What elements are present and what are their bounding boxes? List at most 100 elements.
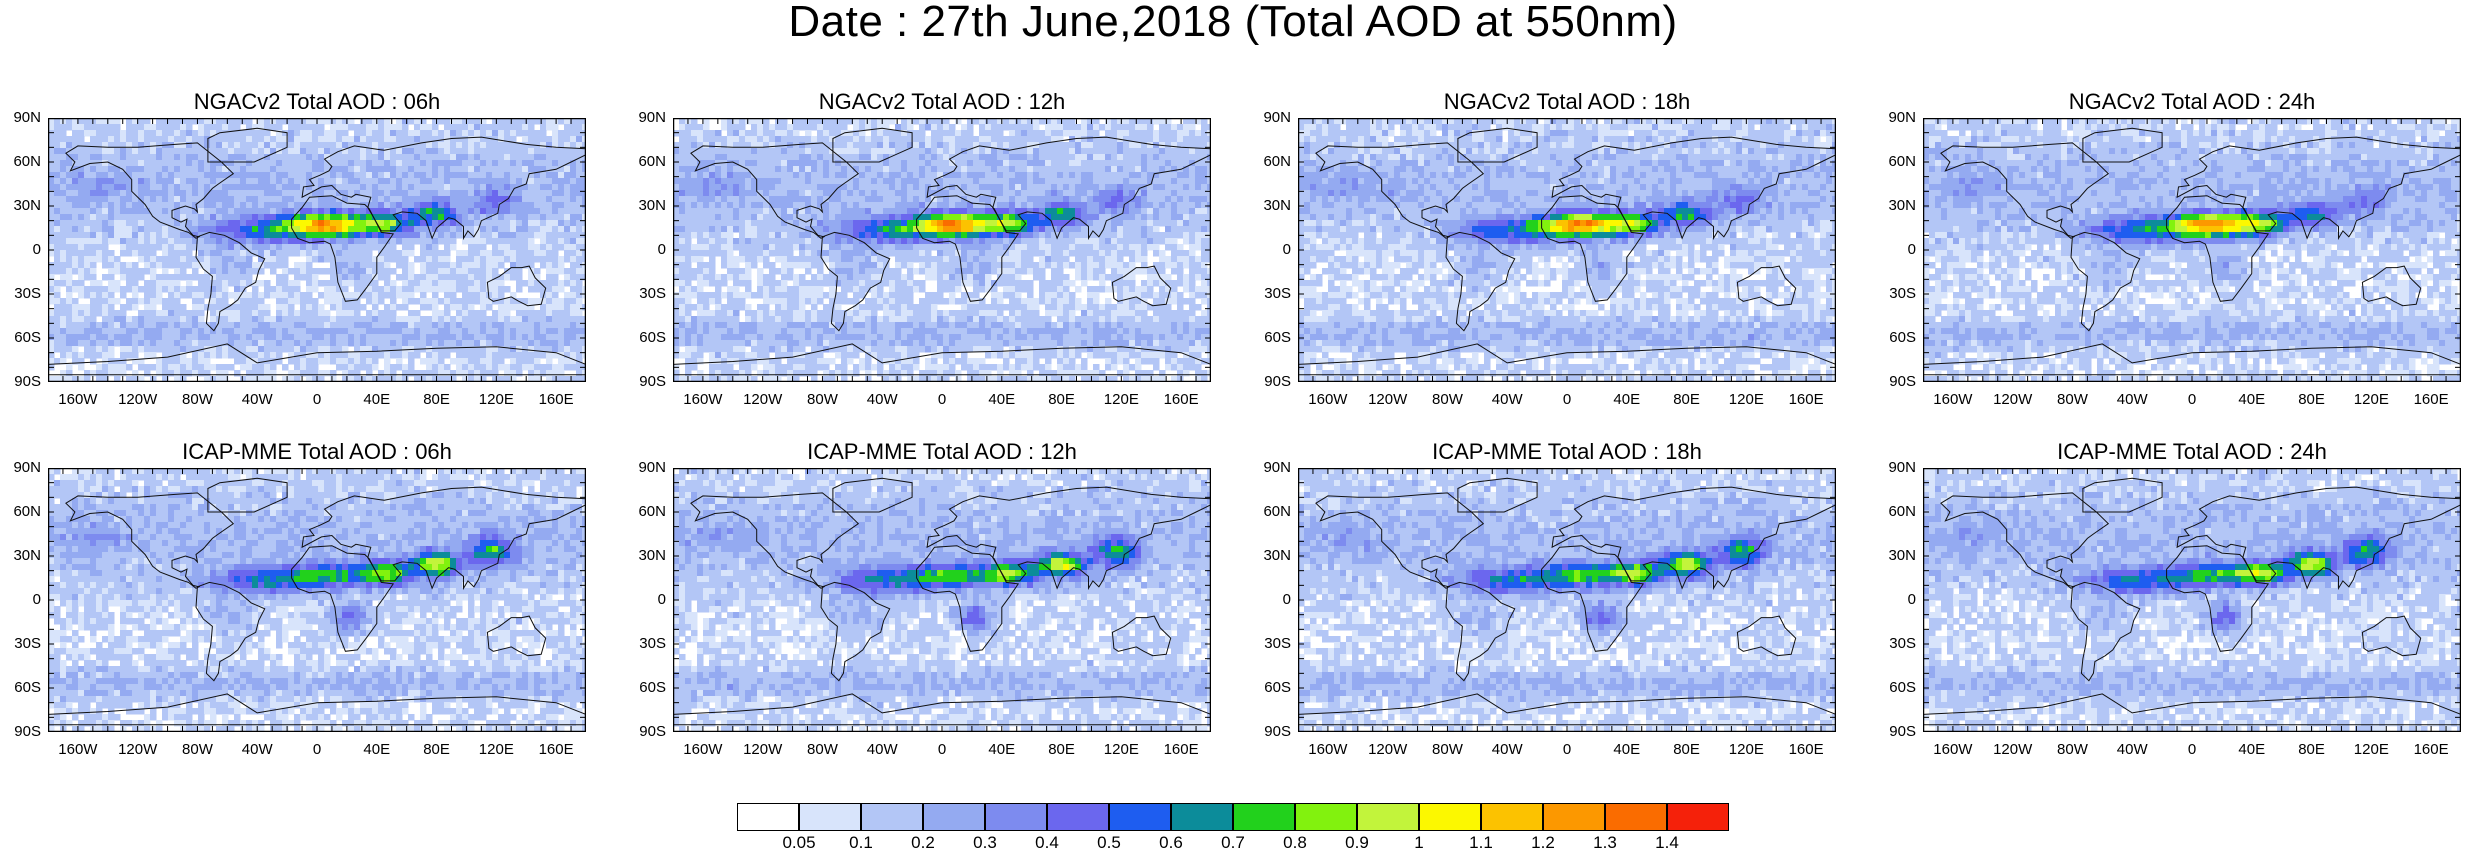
lat-tick-label: 60S bbox=[1253, 330, 1291, 346]
lat-tick-label: 30N bbox=[628, 548, 666, 564]
lon-tick-label: 40E bbox=[352, 392, 402, 408]
map-panel: NGACv2 Total AOD : 24h 90N 60N 30N 0 30S 60S 90… bbox=[1878, 90, 2466, 420]
lat-tick-label: 60S bbox=[628, 680, 666, 696]
lat-tick-label: 60N bbox=[3, 154, 41, 170]
lat-tick-label: 60S bbox=[1878, 330, 1916, 346]
lon-tick-label: 120W bbox=[113, 392, 163, 408]
lat-tick-label: 60N bbox=[1253, 154, 1291, 170]
colorbar-swatch bbox=[1171, 803, 1233, 831]
coastline bbox=[2361, 615, 2422, 657]
map-panel: ICAP-MME Total AOD : 24h 90N 60N 30N 0 30S 60S… bbox=[1878, 440, 2466, 770]
lon-tick-label: 120E bbox=[1721, 742, 1771, 758]
coastline bbox=[820, 231, 891, 332]
colorbar-label: 0.1 bbox=[836, 834, 886, 852]
lat-tick-label: 60S bbox=[3, 680, 41, 696]
colorbar-label: 0.8 bbox=[1270, 834, 1320, 852]
aod-map-svg bbox=[48, 118, 586, 382]
lon-tick-label: 80W bbox=[797, 392, 847, 408]
coastline bbox=[1111, 265, 1172, 307]
lon-tick-label: 120E bbox=[1721, 392, 1771, 408]
coastline bbox=[1923, 693, 2461, 726]
aod-map bbox=[1923, 118, 2461, 382]
lat-tick-label: 30S bbox=[1878, 636, 1916, 652]
lon-tick-label: 120E bbox=[2346, 392, 2396, 408]
lat-tick-label: 30S bbox=[3, 636, 41, 652]
lat-tick-label: 60S bbox=[1878, 680, 1916, 696]
aod-field bbox=[673, 468, 1211, 732]
colorbar-label: 0.05 bbox=[774, 834, 824, 852]
aod-map bbox=[48, 468, 586, 732]
figure-title: Date : 27th June,2018 (Total AOD at 550n… bbox=[0, 0, 2466, 44]
panel-title: ICAP-MME Total AOD : 18h bbox=[1298, 440, 1836, 464]
coastline bbox=[1457, 127, 1538, 163]
lat-tick-label: 90S bbox=[1878, 724, 1916, 740]
lon-tick-label: 40E bbox=[977, 742, 1027, 758]
lat-tick-label: 0 bbox=[1878, 592, 1916, 608]
lon-tick-label: 40E bbox=[352, 742, 402, 758]
aod-map-svg bbox=[1298, 468, 1836, 732]
lon-tick-label: 40W bbox=[857, 392, 907, 408]
colorbar-swatch bbox=[1543, 803, 1605, 831]
lat-tick-label: 0 bbox=[3, 592, 41, 608]
lon-tick-label: 160E bbox=[531, 742, 581, 758]
coastline bbox=[1445, 231, 1516, 332]
colorbar-swatch bbox=[1295, 803, 1357, 831]
lon-tick-label: 40W bbox=[1482, 392, 1532, 408]
coastline bbox=[1551, 136, 1836, 241]
lon-tick-label: 0 bbox=[292, 392, 342, 408]
coastline bbox=[673, 343, 1211, 376]
lat-tick-label: 90S bbox=[1253, 724, 1291, 740]
colorbar-swatch bbox=[985, 803, 1047, 831]
coastline bbox=[2082, 477, 2163, 513]
lon-tick-label: 80W bbox=[1422, 742, 1472, 758]
lat-tick-label: 90S bbox=[3, 374, 41, 390]
lat-tick-label: 60S bbox=[3, 330, 41, 346]
lat-tick-label: 30N bbox=[628, 198, 666, 214]
map-panel: NGACv2 Total AOD : 06h 90N 60N 30N 0 30S 60S 90… bbox=[3, 90, 623, 420]
lon-tick-label: 120W bbox=[1363, 742, 1413, 758]
colorbar-swatch bbox=[1481, 803, 1543, 831]
coastline bbox=[916, 195, 1020, 302]
coastline bbox=[301, 136, 586, 241]
coastline bbox=[207, 127, 288, 163]
lat-tick-label: 30N bbox=[1878, 548, 1916, 564]
coastline bbox=[48, 693, 586, 726]
panel-title: NGACv2 Total AOD : 24h bbox=[1923, 90, 2461, 114]
lon-tick-label: 80W bbox=[2047, 742, 2097, 758]
lon-tick-label: 0 bbox=[1542, 742, 1592, 758]
lat-tick-label: 90N bbox=[628, 110, 666, 126]
coastline bbox=[291, 195, 395, 302]
lon-tick-label: 160W bbox=[1928, 742, 1978, 758]
coastline bbox=[673, 693, 1211, 726]
lon-tick-label: 0 bbox=[2167, 742, 2217, 758]
panel-title: NGACv2 Total AOD : 12h bbox=[673, 90, 1211, 114]
lat-tick-label: 90S bbox=[628, 724, 666, 740]
aod-field bbox=[1923, 468, 2461, 732]
colorbar-label: 1.1 bbox=[1456, 834, 1506, 852]
lat-tick-label: 90N bbox=[628, 460, 666, 476]
coastline bbox=[926, 136, 1211, 241]
lon-tick-label: 0 bbox=[292, 742, 342, 758]
lat-tick-label: 30N bbox=[1253, 198, 1291, 214]
lon-tick-label: 80E bbox=[1662, 742, 1712, 758]
aod-map bbox=[1298, 468, 1836, 732]
aod-map-svg bbox=[673, 468, 1211, 732]
map-panel: ICAP-MME Total AOD : 06h 90N 60N 30N 0 30S 60S… bbox=[3, 440, 623, 770]
lat-tick-label: 30S bbox=[1253, 636, 1291, 652]
lon-tick-label: 80E bbox=[1037, 742, 1087, 758]
lon-tick-label: 160E bbox=[1781, 392, 1831, 408]
map-panel: ICAP-MME Total AOD : 18h 90N 60N 30N 0 30S 60S… bbox=[1253, 440, 1873, 770]
lon-tick-label: 40W bbox=[232, 392, 282, 408]
lat-tick-label: 90S bbox=[1253, 374, 1291, 390]
coastline bbox=[2166, 195, 2270, 302]
lon-tick-label: 40W bbox=[232, 742, 282, 758]
lon-tick-label: 160W bbox=[678, 392, 728, 408]
aod-map bbox=[1923, 468, 2461, 732]
aod-map bbox=[673, 118, 1211, 382]
lat-tick-label: 0 bbox=[1253, 592, 1291, 608]
lon-tick-label: 0 bbox=[1542, 392, 1592, 408]
lon-tick-label: 160E bbox=[1156, 392, 1206, 408]
lon-tick-label: 120W bbox=[1988, 742, 2038, 758]
lat-tick-label: 0 bbox=[1878, 242, 1916, 258]
lon-tick-label: 120W bbox=[738, 742, 788, 758]
